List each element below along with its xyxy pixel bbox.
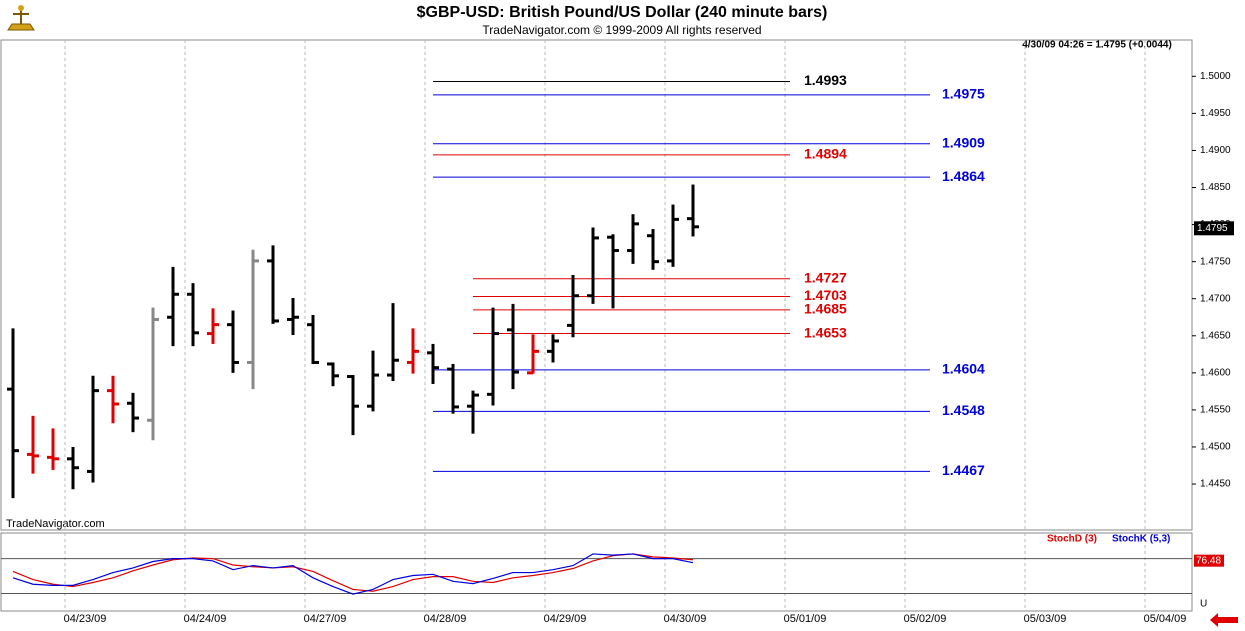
y-tick-label: 1.4600 — [1200, 367, 1231, 378]
scroll-arrow[interactable] — [1210, 613, 1238, 627]
y-tick-label: 1.4950 — [1200, 108, 1231, 119]
level-label: 1.4653 — [804, 324, 847, 340]
level-label: 1.4894 — [804, 146, 847, 162]
level-label: 1.4909 — [942, 134, 985, 150]
x-tick-label: 05/01/09 — [784, 613, 827, 625]
level-label: 1.4703 — [804, 287, 847, 303]
x-tick-label: 04/23/09 — [64, 613, 107, 625]
y-tick-label: 1.4850 — [1200, 182, 1231, 193]
level-label: 1.4604 — [942, 361, 985, 377]
level-label: 1.4685 — [804, 301, 847, 317]
y-tick-label: 1.4550 — [1200, 405, 1231, 416]
y-tick-label: 1.5000 — [1200, 71, 1231, 82]
stoch-panel — [0, 532, 1193, 612]
x-tick-label: 04/24/09 — [184, 613, 227, 625]
last-value-box — [1194, 554, 1224, 567]
x-tick-label: 04/27/09 — [304, 613, 347, 625]
level-label: 1.4993 — [804, 72, 847, 88]
chart-title: $GBP-USD: British Pound/US Dollar (240 m… — [417, 4, 828, 21]
chart-subtitle: TradeNavigator.com © 1999-2009 All right… — [482, 23, 761, 37]
y-tick-label: 1.4650 — [1200, 330, 1231, 341]
legend-entry: StochD (3) — [1047, 534, 1097, 545]
last-value-label: 76.48 — [1196, 555, 1221, 566]
x-tick-label: 05/04/09 — [1144, 613, 1187, 625]
x-tick-label: 05/03/09 — [1024, 613, 1067, 625]
y-tick-label: 1.4750 — [1200, 256, 1231, 267]
logo-icon — [7, 5, 35, 31]
stoch-line — [12, 553, 694, 592]
y-tick-label: 1.4900 — [1200, 145, 1231, 156]
price-panel — [0, 39, 1193, 531]
level-label: 1.4467 — [942, 462, 985, 478]
y-tick-label: 1.4450 — [1200, 479, 1231, 490]
x-tick-label: 04/28/09 — [424, 613, 467, 625]
axis-mark: U — [1200, 599, 1207, 610]
y-tick-label: 1.4700 — [1200, 293, 1231, 304]
legend-entry: StochK (5,3) — [1112, 534, 1170, 545]
level-label: 1.4864 — [942, 168, 985, 184]
level-label: 1.4975 — [942, 86, 985, 102]
y-tick-label: 1.4500 — [1200, 442, 1231, 453]
last-price-label: 1.4795 — [1197, 223, 1228, 234]
x-tick-label: 04/29/09 — [544, 613, 587, 625]
level-label: 1.4727 — [804, 269, 847, 285]
x-tick-label: 05/02/09 — [904, 613, 947, 625]
last-price-box — [1194, 221, 1234, 236]
watermark: TradeNavigator.com — [6, 518, 105, 530]
level-label: 1.4548 — [942, 402, 985, 418]
x-tick-label: 04/30/09 — [664, 613, 707, 625]
quote: 4/30/09 04:26 = 1.4795 (+0.0044) — [1022, 40, 1172, 51]
stoch-line — [12, 553, 694, 595]
